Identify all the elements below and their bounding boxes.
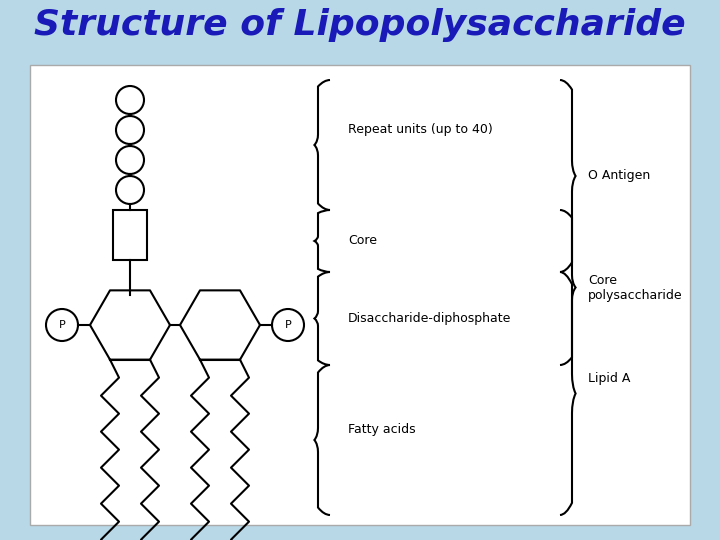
Circle shape: [116, 176, 144, 204]
Circle shape: [272, 309, 304, 341]
Text: Lipid A: Lipid A: [588, 372, 631, 385]
Text: Core: Core: [348, 234, 377, 247]
Bar: [30, 65, 690, 525]
Circle shape: [116, 116, 144, 144]
Bar: [113, 210, 147, 260]
Text: P: P: [58, 320, 66, 330]
Text: Core
polysaccharide: Core polysaccharide: [588, 273, 683, 301]
Circle shape: [46, 309, 78, 341]
Text: P: P: [284, 320, 292, 330]
Text: Structure of Lipopolysaccharide: Structure of Lipopolysaccharide: [34, 8, 686, 42]
Circle shape: [116, 146, 144, 174]
Text: O Antigen: O Antigen: [588, 170, 650, 183]
Text: Disaccharide-diphosphate: Disaccharide-diphosphate: [348, 312, 511, 325]
Text: Repeat units (up to 40): Repeat units (up to 40): [348, 124, 492, 137]
Circle shape: [116, 86, 144, 114]
Polygon shape: [90, 291, 170, 360]
Polygon shape: [180, 291, 260, 360]
Text: Fatty acids: Fatty acids: [348, 423, 415, 436]
